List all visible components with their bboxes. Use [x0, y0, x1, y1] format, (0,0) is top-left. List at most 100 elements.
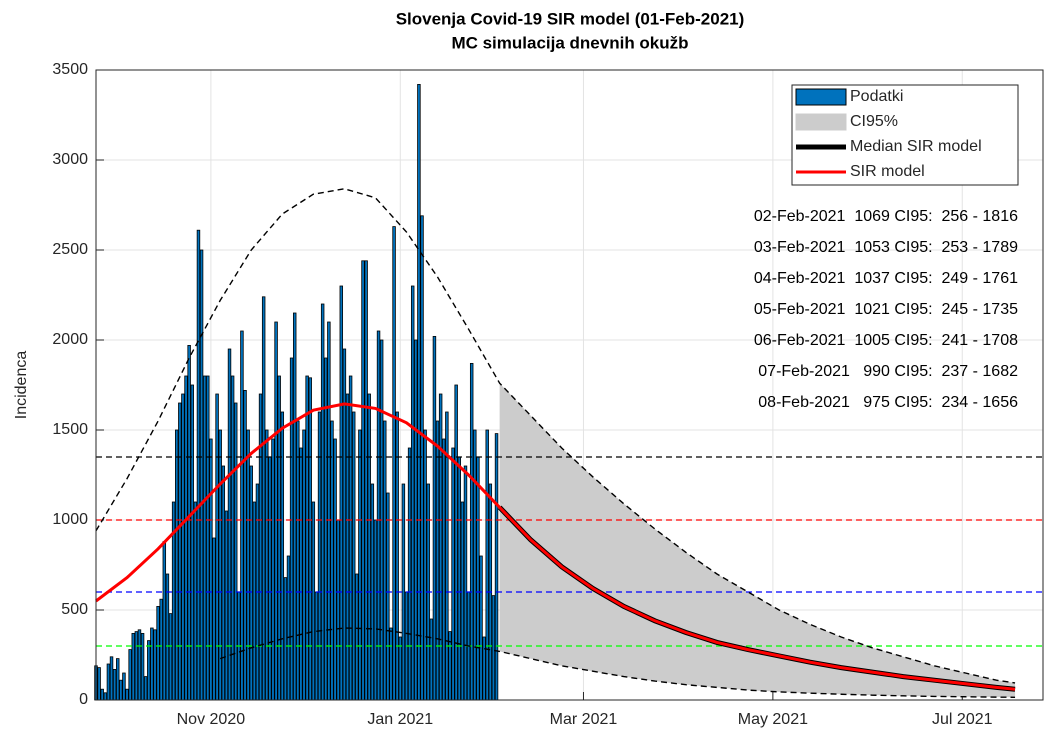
bar: [429, 618, 434, 701]
bar: [178, 402, 182, 701]
bar: [137, 629, 142, 701]
bar: [457, 456, 461, 701]
bar: [277, 375, 281, 701]
bar: [491, 595, 496, 701]
bar: [193, 501, 198, 701]
bar: [386, 492, 390, 701]
legend-swatch: [795, 88, 847, 106]
bar: [206, 375, 210, 701]
bar: [252, 501, 257, 701]
bar: [190, 384, 194, 701]
bar: [196, 229, 201, 701]
bar: [333, 438, 337, 701]
y-tick-label: 500: [61, 601, 88, 618]
x-tick-label: Nov 2020: [177, 711, 246, 728]
bar: [249, 465, 253, 701]
bar: [336, 519, 340, 701]
bar: [168, 613, 173, 701]
bar: [410, 285, 415, 701]
bar: [454, 384, 458, 701]
bar: [140, 633, 145, 701]
bar: [463, 465, 468, 701]
bar: [367, 393, 371, 701]
bar: [355, 573, 359, 701]
bar: [469, 362, 474, 701]
chart-subtitle: MC simulacija dnevnih okužb: [451, 33, 688, 52]
annotation: 04-Feb-2021 1037 CI95: 249 - 1761: [754, 270, 1018, 287]
bar: [122, 672, 126, 701]
annotation: 02-Feb-2021 1069 CI95: 256 - 1816: [754, 208, 1018, 225]
bar: [100, 688, 104, 701]
annotation: 03-Feb-2021 1053 CI95: 253 - 1789: [754, 239, 1018, 256]
bar: [361, 260, 365, 701]
bar: [305, 375, 309, 701]
bar: [389, 627, 393, 701]
bar: [187, 344, 191, 701]
bar: [407, 447, 412, 701]
chart-title: Slovenja Covid-19 SIR model (01-Feb-2021…: [396, 9, 745, 28]
bar: [376, 330, 381, 701]
bar: [147, 640, 151, 701]
bar: [227, 348, 232, 701]
annotation: 06-Feb-2021 1005 CI95: 241 - 1708: [754, 332, 1018, 349]
bar: [240, 330, 244, 701]
ci-band: [499, 383, 1016, 698]
bar: [224, 510, 229, 701]
bar: [286, 555, 291, 701]
bar: [423, 429, 427, 701]
ci-line: [95, 188, 1016, 684]
bar: [432, 335, 437, 701]
y-tick-label: 1500: [52, 421, 88, 438]
bar: [317, 411, 322, 701]
bar: [451, 447, 455, 701]
bar: [473, 429, 477, 701]
bar: [348, 375, 353, 701]
bar: [401, 483, 406, 701]
bar: [289, 357, 294, 701]
bar: [162, 541, 167, 701]
bar: [327, 321, 331, 701]
bar: [128, 649, 132, 701]
bar: [199, 249, 204, 701]
bar: [202, 375, 207, 701]
bar: [261, 296, 266, 701]
y-axis-label: Incidenca: [13, 351, 30, 420]
annotation: 07-Feb-2021 990 CI95: 237 - 1682: [758, 363, 1018, 380]
legend-swatch: [795, 113, 847, 131]
bar: [150, 627, 154, 701]
bar: [494, 433, 499, 701]
bar: [373, 519, 378, 701]
bar: [358, 429, 362, 701]
bar: [296, 420, 300, 701]
model-line: [95, 402, 1016, 691]
x-tick-label: Mar 2021: [550, 711, 618, 728]
bar: [345, 393, 350, 701]
bar: [221, 465, 226, 701]
bar: [417, 84, 421, 701]
bar: [218, 429, 222, 701]
bar: [153, 629, 157, 701]
x-tick-label: Jul 2021: [932, 711, 993, 728]
y-tick-label: 0: [79, 691, 88, 708]
bar: [392, 226, 396, 701]
axes-box: [95, 69, 1044, 701]
bar: [320, 303, 325, 701]
y-tick-label: 1000: [52, 511, 88, 528]
bar: [274, 321, 278, 701]
bar: [342, 348, 347, 701]
bar: [438, 393, 443, 701]
bar: [292, 312, 297, 701]
bar: [143, 676, 148, 701]
annotation: 08-Feb-2021 975 CI95: 234 - 1656: [758, 394, 1018, 411]
bar: [230, 375, 235, 701]
bar: [131, 633, 135, 701]
bar: [311, 501, 316, 701]
bar: [302, 429, 306, 701]
legend-label: Podatki: [850, 88, 903, 105]
bar: [460, 501, 465, 701]
bar: [485, 429, 489, 701]
bar: [283, 577, 288, 701]
bar: [420, 215, 424, 701]
y-tick-label: 2500: [52, 241, 88, 258]
